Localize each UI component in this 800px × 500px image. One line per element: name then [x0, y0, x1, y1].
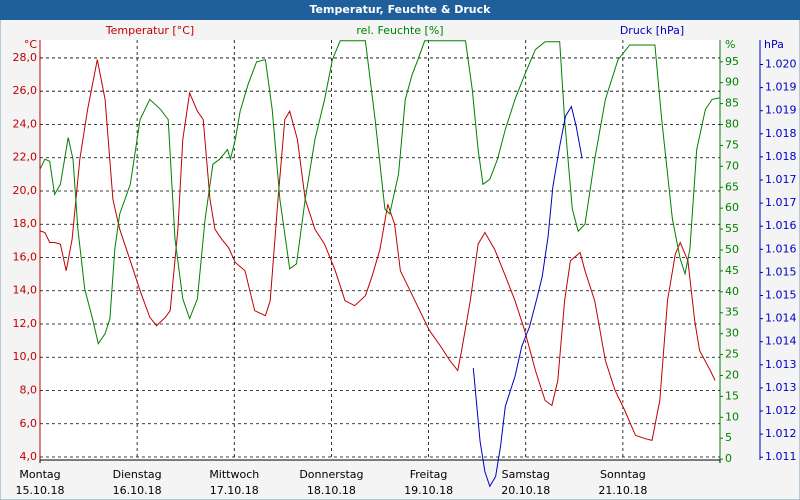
- x-tick-date: 15.10.18: [16, 484, 65, 497]
- title-bar: [0, 0, 800, 20]
- y2-tick-label: 20: [725, 368, 739, 381]
- y-tick-label: 18,0: [13, 217, 38, 230]
- y-tick-label: 14,0: [13, 284, 38, 297]
- y3-tick-label: 1.016: [765, 219, 797, 232]
- x-tick-label: Freitag: [410, 468, 448, 481]
- y2-tick-label: 70: [725, 159, 739, 172]
- y-unit: °C: [24, 38, 38, 51]
- y3-tick-label: 1.017: [765, 173, 797, 186]
- y2-tick-label: 50: [725, 243, 739, 256]
- y2-tick-label: 95: [725, 55, 739, 68]
- y3-tick-label: 1.013: [765, 358, 797, 371]
- y3-tick-label: 1.017: [765, 196, 797, 209]
- y3-unit: hPa: [764, 38, 784, 51]
- y2-unit: %: [725, 38, 735, 51]
- y-tick-label: 4,0: [20, 450, 38, 463]
- y2-axis-title: rel. Feuchte [%]: [356, 24, 443, 37]
- y2-tick-label: 15: [725, 389, 739, 402]
- x-tick-date: 19.10.18: [404, 484, 453, 497]
- x-tick-label: Mittwoch: [209, 468, 259, 481]
- y3-tick-label: 1.012: [765, 427, 797, 440]
- y3-tick-label: 1.013: [765, 381, 797, 394]
- y2-tick-label: 25: [725, 348, 739, 361]
- y-tick-label: 22,0: [13, 151, 38, 164]
- series-line: [472, 105, 583, 488]
- chart-title: Temperatur, Feuchte & Druck: [310, 3, 492, 16]
- y2-tick-label: 30: [725, 327, 739, 340]
- x-tick-date: 16.10.18: [113, 484, 162, 497]
- x-tick-label: Donnerstag: [299, 468, 363, 481]
- y2-tick-label: 85: [725, 97, 739, 110]
- x-tick-label: Samstag: [502, 468, 550, 481]
- y2-tick-label: 55: [725, 222, 739, 235]
- y-axis-title: Temperatur [°C]: [105, 24, 194, 37]
- x-tick-date: 21.10.18: [598, 484, 647, 497]
- y-tick-label: 16,0: [13, 250, 38, 263]
- y-tick-label: 8,0: [20, 383, 38, 396]
- y-tick-label: 26,0: [13, 84, 38, 97]
- y2-tick-label: 40: [725, 285, 739, 298]
- y2-tick-label: 10: [725, 410, 739, 423]
- y2-tick-label: 0: [725, 452, 732, 465]
- y3-tick-label: 1.018: [765, 127, 797, 140]
- y2-tick-label: 60: [725, 201, 739, 214]
- x-tick-date: 20.10.18: [501, 484, 550, 497]
- y-tick-label: 20,0: [13, 184, 38, 197]
- y2-tick-label: 45: [725, 264, 739, 277]
- y3-tick-label: 1.015: [765, 265, 797, 278]
- y-tick-label: 6,0: [20, 417, 38, 430]
- y2-tick-label: 35: [725, 306, 739, 319]
- y3-tick-label: 1.015: [765, 289, 797, 302]
- y3-tick-label: 1.020: [765, 57, 797, 70]
- y2-tick-label: 90: [725, 76, 739, 89]
- y3-tick-label: 1.014: [765, 335, 797, 348]
- y3-tick-label: 1.016: [765, 242, 797, 255]
- series-line: [39, 59, 716, 442]
- x-tick-date: 18.10.18: [307, 484, 356, 497]
- y2-tick-label: 75: [725, 138, 739, 151]
- y2-tick-label: 5: [725, 431, 732, 444]
- y2-tick-label: 80: [725, 118, 739, 131]
- x-tick-label: Dienstag: [113, 468, 162, 481]
- y3-axis-title: Druck [hPa]: [620, 24, 684, 37]
- y-tick-label: 10,0: [13, 350, 38, 363]
- y3-tick-label: 1.014: [765, 312, 797, 325]
- series-line: [39, 40, 721, 345]
- y2-tick-label: 65: [725, 180, 739, 193]
- y-tick-label: 24,0: [13, 117, 38, 130]
- y3-tick-label: 1.019: [765, 81, 797, 94]
- x-tick-date: 17.10.18: [210, 484, 259, 497]
- x-tick-label: Montag: [19, 468, 60, 481]
- y3-tick-label: 1.012: [765, 404, 797, 417]
- x-tick-label: Sonntag: [600, 468, 646, 481]
- y3-tick-label: 1.019: [765, 104, 797, 117]
- y-tick-label: 12,0: [13, 317, 38, 330]
- y-tick-label: 28,0: [13, 51, 38, 64]
- y3-tick-label: 1.011: [765, 450, 797, 463]
- y3-tick-label: 1.018: [765, 150, 797, 163]
